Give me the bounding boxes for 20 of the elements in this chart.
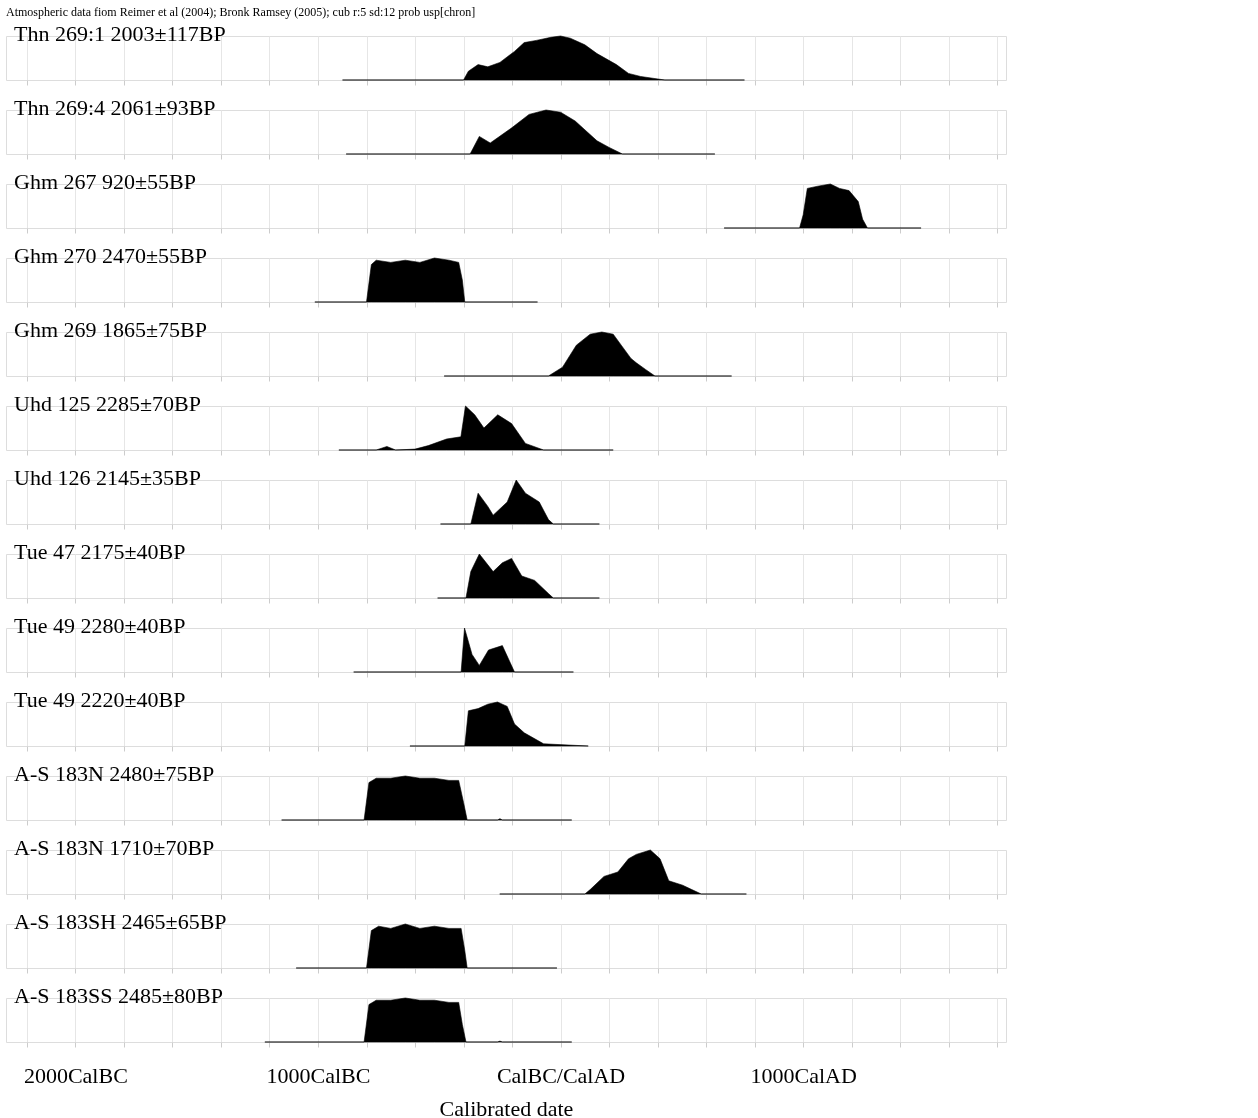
text: Tue 49 2220±40BP xyxy=(14,687,186,712)
text: Tue 47 2175±40BP xyxy=(14,539,186,564)
text: Thn 269:4 2061±93BP xyxy=(14,95,216,120)
x-axis-title: Calibrated date xyxy=(439,1095,574,1118)
text: A-S 183SH 2465±65BP xyxy=(14,909,227,934)
text: Atmospheric data fiom Reimer et al (2004); Bronk Ramsey (2005); cub r:5 sd:12 prob usp[chron] xyxy=(6,5,476,19)
text: Uhd 126 2145±35BP xyxy=(14,465,201,490)
text: A-S 183N 2480±75BP xyxy=(14,761,215,786)
text: Thn 269:1 2003±117BP xyxy=(14,21,226,46)
x-tick-label: 1000CalBC xyxy=(266,1062,371,1088)
text: Uhd 125 2285±70BP xyxy=(14,391,201,416)
x-tick-label: 1000CalAD xyxy=(750,1062,857,1088)
text: A-S 183N 1710±70BP xyxy=(14,835,215,860)
x-tick-label: 2000CalBC xyxy=(23,1062,128,1088)
x-tick-label: CalBC/CalAD xyxy=(496,1062,626,1088)
text: Ghm 270 2470±55BP xyxy=(14,243,207,268)
text: Tue 49 2280±40BP xyxy=(14,613,186,638)
text: Ghm 267 920±55BP xyxy=(14,169,196,194)
text: A-S 183SS 2485±80BP xyxy=(14,983,223,1008)
text: Ghm 269 1865±75BP xyxy=(14,317,207,342)
